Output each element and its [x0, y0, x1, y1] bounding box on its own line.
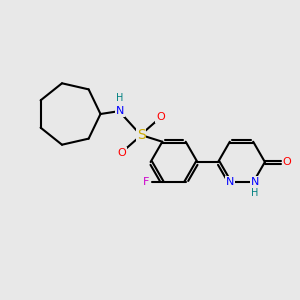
- Text: O: O: [117, 148, 126, 158]
- Text: N: N: [116, 106, 124, 116]
- Text: S: S: [136, 128, 146, 142]
- Text: F: F: [142, 177, 149, 187]
- Text: O: O: [156, 112, 165, 122]
- Text: N: N: [226, 177, 234, 187]
- Text: H: H: [116, 93, 124, 103]
- Text: H: H: [251, 188, 258, 198]
- Text: O: O: [282, 157, 291, 167]
- Text: N: N: [250, 177, 259, 187]
